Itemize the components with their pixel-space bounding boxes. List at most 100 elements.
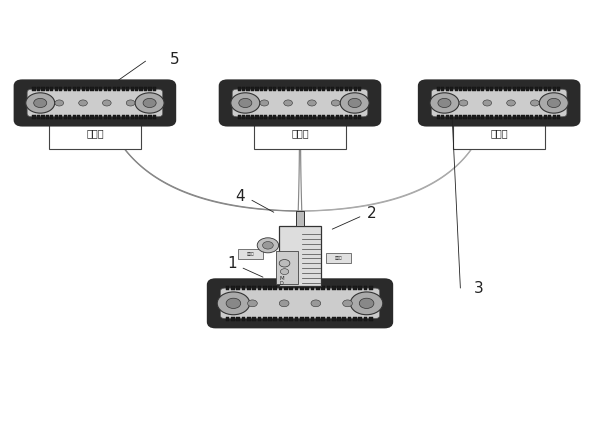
Bar <box>278 226 322 286</box>
Bar <box>32 87 35 91</box>
Circle shape <box>331 100 340 106</box>
Bar <box>287 87 290 91</box>
Bar <box>148 115 152 119</box>
Bar <box>331 87 334 91</box>
Bar <box>126 115 129 119</box>
Bar <box>256 115 259 119</box>
Bar <box>358 286 362 290</box>
Bar <box>131 87 134 91</box>
Bar <box>305 317 309 321</box>
Bar <box>231 317 235 321</box>
Bar <box>77 87 80 91</box>
Bar <box>508 87 511 91</box>
Bar <box>539 87 542 91</box>
FancyBboxPatch shape <box>220 80 380 126</box>
FancyBboxPatch shape <box>208 279 392 327</box>
Bar <box>278 87 281 91</box>
Bar <box>287 115 290 119</box>
Bar <box>55 115 58 119</box>
Bar <box>437 115 440 119</box>
Bar <box>521 87 524 91</box>
Circle shape <box>311 300 321 307</box>
Bar <box>284 286 288 290</box>
Bar <box>349 115 352 119</box>
Bar <box>291 115 294 119</box>
Bar <box>353 87 356 91</box>
Bar <box>322 115 325 119</box>
Bar <box>41 115 44 119</box>
Bar <box>275 251 298 284</box>
Bar <box>59 87 62 91</box>
Circle shape <box>506 100 515 106</box>
Bar <box>282 115 285 119</box>
Circle shape <box>359 298 374 308</box>
Bar <box>95 115 98 119</box>
Bar <box>468 115 471 119</box>
Bar <box>332 317 335 321</box>
Circle shape <box>539 93 568 113</box>
Bar <box>544 87 547 91</box>
Bar <box>300 286 304 290</box>
Bar <box>122 115 125 119</box>
Bar <box>557 87 560 91</box>
Circle shape <box>430 93 459 113</box>
Bar <box>358 317 362 321</box>
Bar <box>68 87 71 91</box>
Text: 開電箱: 開電箱 <box>247 252 254 256</box>
FancyBboxPatch shape <box>27 89 163 117</box>
Text: 3: 3 <box>473 281 483 296</box>
Bar <box>37 115 40 119</box>
Circle shape <box>483 100 491 106</box>
Bar <box>557 115 560 119</box>
Bar <box>268 286 272 290</box>
Bar <box>284 317 288 321</box>
Bar <box>468 87 471 91</box>
Bar <box>296 87 299 91</box>
Bar <box>300 317 304 321</box>
Bar <box>446 115 449 119</box>
Bar <box>238 249 263 259</box>
Bar <box>263 317 266 321</box>
Bar <box>463 87 467 91</box>
Bar <box>517 87 520 91</box>
Bar <box>364 317 367 321</box>
Circle shape <box>248 300 257 307</box>
Bar <box>337 317 341 321</box>
Bar <box>300 115 303 119</box>
Bar <box>481 87 484 91</box>
Circle shape <box>343 300 352 307</box>
Circle shape <box>135 93 164 113</box>
Bar <box>486 87 489 91</box>
Bar <box>269 115 272 119</box>
Bar <box>327 115 330 119</box>
Circle shape <box>263 242 273 249</box>
Circle shape <box>257 238 278 253</box>
Circle shape <box>279 259 290 267</box>
Bar <box>64 87 67 91</box>
Circle shape <box>260 100 269 106</box>
Bar <box>305 286 309 290</box>
Circle shape <box>459 100 468 106</box>
Bar <box>326 253 351 263</box>
FancyBboxPatch shape <box>14 80 175 126</box>
Bar <box>238 115 241 119</box>
Bar <box>55 87 58 91</box>
Bar <box>82 115 85 119</box>
Bar <box>242 317 245 321</box>
Bar <box>311 286 314 290</box>
Bar <box>265 87 268 91</box>
Bar <box>316 286 320 290</box>
Bar <box>477 115 480 119</box>
Bar <box>269 87 272 91</box>
Bar <box>441 87 445 91</box>
Bar <box>517 115 520 119</box>
Bar <box>526 115 529 119</box>
Bar <box>254 118 346 149</box>
Bar <box>126 87 129 91</box>
Bar <box>86 115 89 119</box>
Bar <box>268 317 272 321</box>
Text: 2: 2 <box>367 206 376 221</box>
Bar <box>344 115 348 119</box>
Bar <box>32 115 35 119</box>
Bar <box>257 286 261 290</box>
